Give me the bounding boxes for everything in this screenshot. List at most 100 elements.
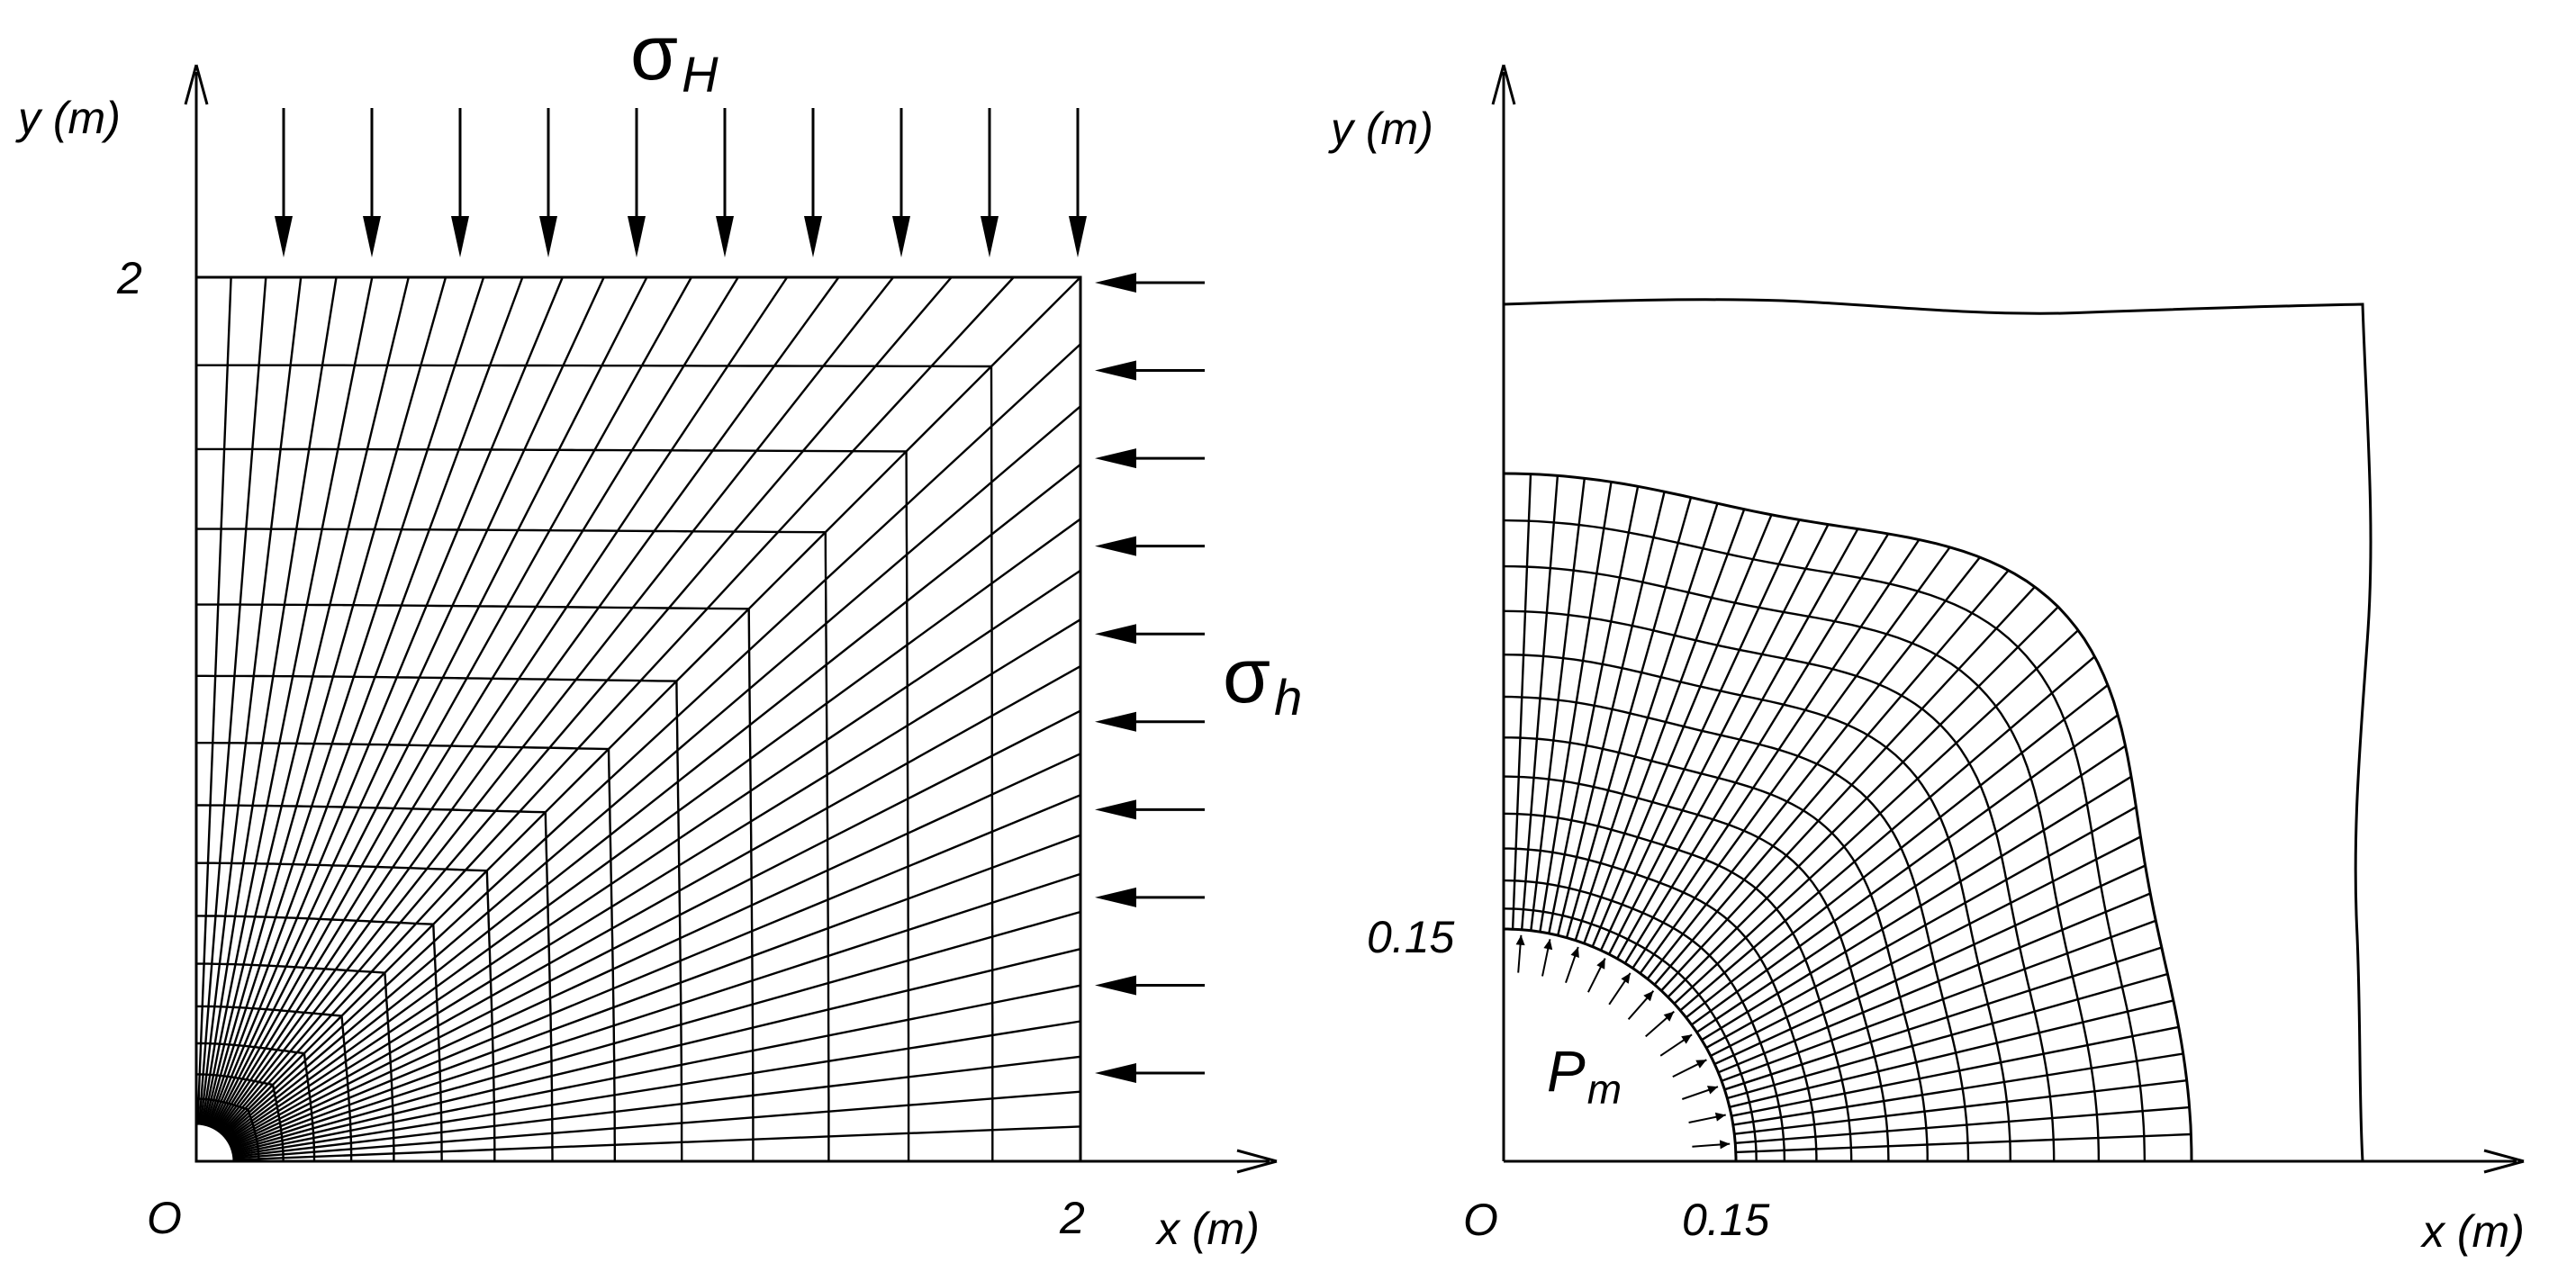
top-load-arrow-head: [804, 216, 822, 257]
right-mesh-ring: [1503, 654, 2011, 1162]
right-radial-line: [1673, 629, 2079, 1005]
right-outer-boundary: [1503, 298, 2373, 1162]
left-origin-label: O: [147, 1193, 182, 1243]
right-radial-line: [1660, 586, 2036, 992]
right-radial-line: [1623, 533, 1890, 964]
top-load-arrow-head: [539, 216, 557, 257]
right-panel-mesh-detail: y (m) 0.15 O 0.15 x (m) Pm: [1328, 64, 2525, 1257]
right-mesh-ring: [1504, 847, 1818, 1161]
right-radial-line: [1511, 474, 1532, 930]
left-mesh-ring: [196, 1114, 243, 1161]
left-radial-line: [233, 1125, 1081, 1161]
left-mesh-ring: [196, 1042, 316, 1161]
top-load-arrow-head: [275, 216, 293, 257]
left-radial-line: [199, 276, 303, 1124]
right-radial-line: [1713, 864, 2147, 1066]
right-mesh: [1502, 472, 2193, 1163]
left-radial-line: [203, 276, 410, 1125]
right-radial-line: [1521, 475, 1559, 930]
right-radial-line: [1735, 1105, 2190, 1144]
left-mesh-ring: [196, 1097, 260, 1161]
right-radial-line: [1721, 919, 2156, 1082]
right-radial-line: [1557, 491, 1666, 936]
right-radial-line: [1548, 486, 1640, 934]
right-radial-line: [1616, 528, 1859, 960]
left-radial-line: [232, 984, 1081, 1155]
sigma-h-label: σh: [1223, 633, 1302, 726]
right-radial-line: [1724, 946, 2163, 1091]
left-radial-line: [230, 834, 1081, 1150]
right-mesh-ring: [1503, 879, 1786, 1162]
left-radial-line: [224, 405, 1081, 1138]
left-radial-line: [225, 463, 1081, 1139]
left-radial-line: [205, 276, 447, 1125]
right-radial-line: [1734, 1079, 2187, 1135]
right-radial-line: [1646, 556, 1981, 980]
left-mesh-ring: [196, 1005, 353, 1161]
left-radial-line: [206, 276, 485, 1126]
right-mesh-ring: [1503, 907, 1758, 1162]
pressure-arrow-head: [1681, 1034, 1693, 1044]
top-load-arrows: [275, 108, 1087, 257]
right-radial-line: [1574, 502, 1719, 941]
right-radial-line: [1701, 775, 2132, 1042]
side-load-arrow-head: [1095, 624, 1136, 645]
right-y-tick-label: 0.15: [1367, 912, 1455, 962]
right-radial-line: [1735, 1132, 2192, 1154]
right-radial-line: [1726, 972, 2168, 1100]
side-load-arrow-head: [1095, 799, 1136, 820]
side-load-arrow-head: [1095, 273, 1136, 293]
left-mesh-ring: [196, 364, 994, 1161]
pressure-arrow-head: [1714, 1112, 1726, 1122]
left-radial-line: [221, 276, 1081, 1136]
left-radial-line: [230, 753, 1081, 1147]
left-borehole: [194, 1122, 236, 1163]
left-radial-line: [214, 276, 739, 1130]
right-radial-line: [1710, 835, 2141, 1057]
left-radial-line: [211, 276, 605, 1128]
top-load-arrow-head: [716, 216, 734, 257]
right-mesh-ring: [1503, 472, 2193, 1162]
right-radial-line: [1705, 806, 2137, 1049]
left-radial-line: [208, 276, 524, 1127]
right-origin-label: O: [1463, 1195, 1498, 1245]
left-radial-line: [227, 569, 1081, 1141]
left-radial-line: [201, 276, 338, 1124]
left-mesh-ring: [196, 528, 830, 1161]
pressure-arrow-head: [1543, 939, 1553, 951]
right-mesh-ring: [1503, 609, 2056, 1162]
left-radial-line: [217, 276, 840, 1132]
left-mesh-ring: [196, 915, 443, 1161]
left-radial-line: [232, 948, 1081, 1154]
left-y-axis-label: y (m): [15, 93, 121, 143]
left-radial-line: [213, 276, 692, 1129]
right-radial-line: [1729, 999, 2174, 1108]
left-x-tick-label: 2: [1059, 1193, 1085, 1243]
right-mesh-ring: [1504, 736, 1929, 1161]
right-radial-line: [1685, 684, 2109, 1019]
internal-pressure-arrows: [1515, 934, 1731, 1150]
right-radial-line: [1631, 538, 1921, 970]
right-radial-line: [1717, 892, 2151, 1074]
left-radial-line: [232, 910, 1081, 1152]
left-y-axis-arrowhead: [184, 64, 209, 105]
right-mesh-ring: [1503, 775, 1890, 1162]
left-mesh-ring: [196, 862, 496, 1161]
right-radial-line: [1679, 655, 2096, 1012]
side-load-arrow-head: [1095, 536, 1136, 556]
right-y-axis-arrowhead: [1491, 64, 1516, 105]
left-radial-line: [233, 1055, 1081, 1159]
left-radial-line: [196, 276, 232, 1124]
right-radial-line: [1539, 482, 1613, 933]
left-radial-line: [216, 276, 789, 1131]
left-panel-mesh-diagram: y (m) 2 O 2 x (m) σH σh: [15, 10, 1302, 1254]
left-radial-line: [229, 709, 1081, 1145]
right-radial-line: [1608, 524, 1830, 955]
pressure-arrow-head: [1643, 990, 1654, 1002]
left-y-tick-label: 2: [116, 253, 142, 303]
pressure-arrow-head: [1515, 934, 1525, 946]
pressure-arrow-head: [1719, 1140, 1731, 1150]
right-radial-line: [1591, 514, 1773, 948]
left-radial-line: [198, 276, 267, 1124]
